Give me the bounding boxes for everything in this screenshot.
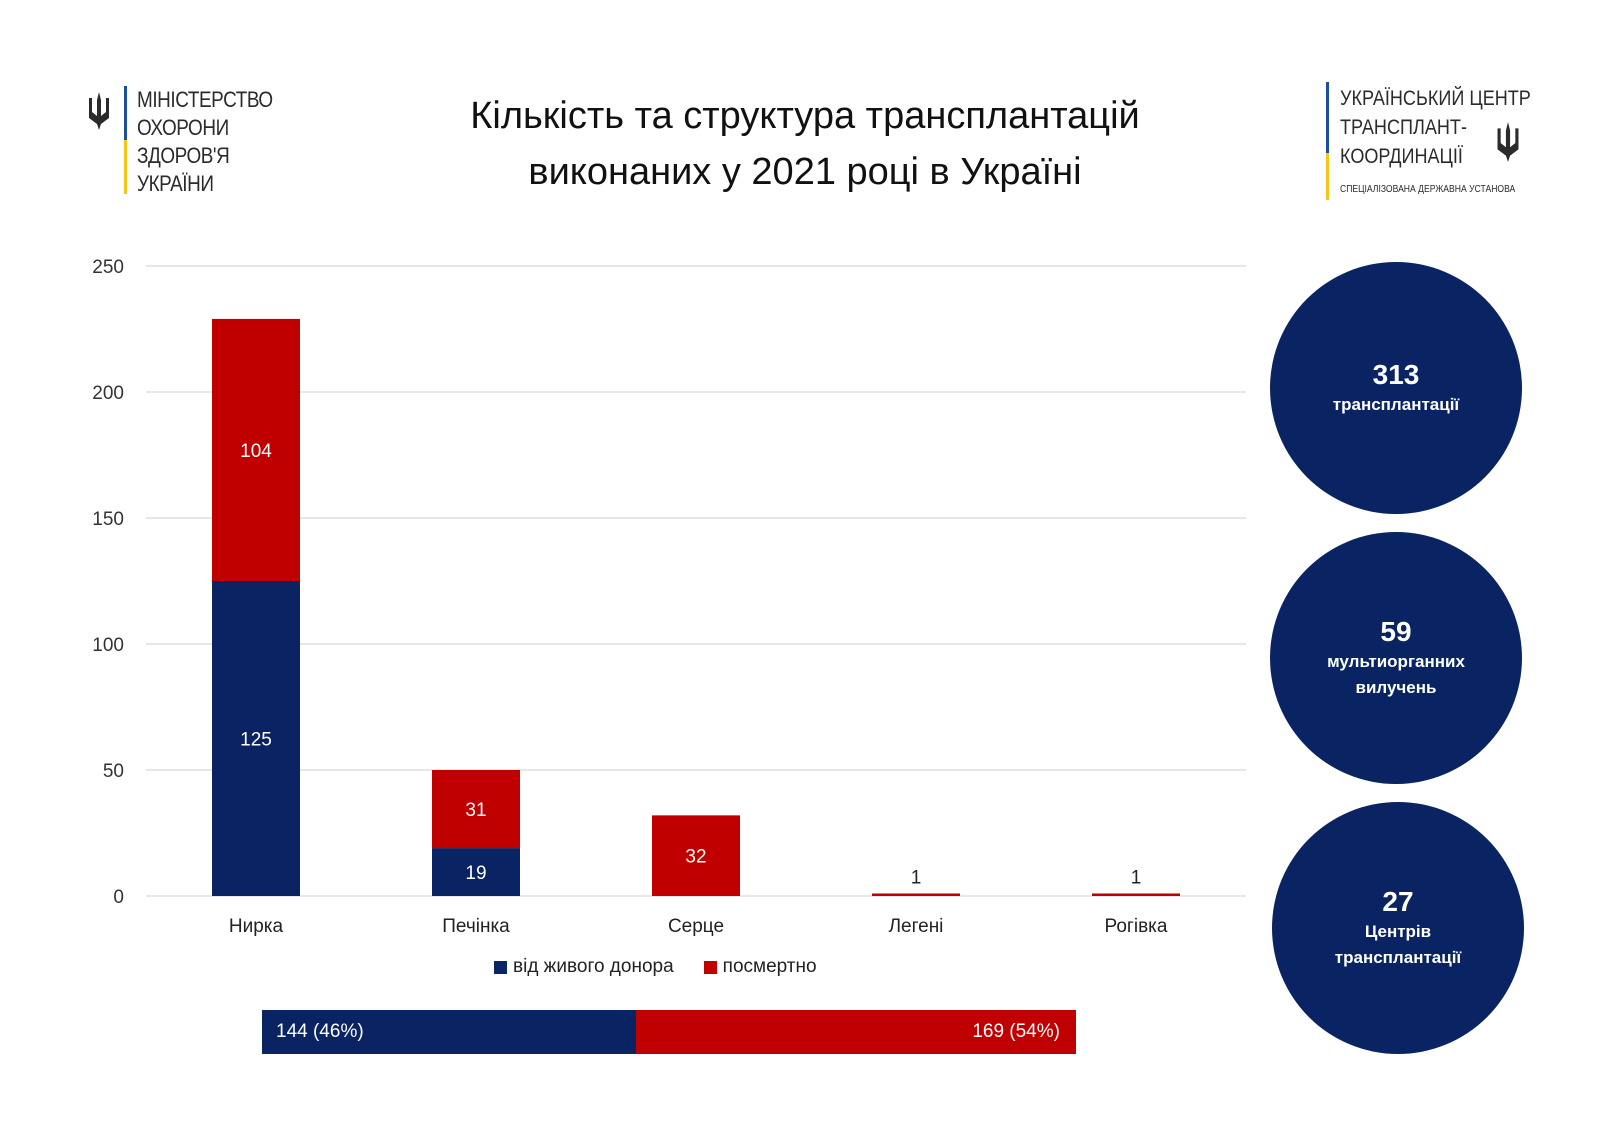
center-line-1: УКРАЇНСЬКИЙ ЦЕНТР [1340,87,1531,110]
y-tick-label: 100 [92,635,124,656]
stat-circle-centers: 27 Центрів трансплантації [1272,802,1524,1054]
center-line-3: КООРДИНАЦІЇ [1340,145,1463,168]
y-tick-label: 0 [113,887,124,908]
chart-legend: від живого донора посмертно [494,956,847,978]
summary-post-segment: 169 (54%) [636,1010,1076,1054]
ministry-line-2: ОХОРОНИ [137,115,229,140]
legend-label-live: від живого донора [513,956,674,977]
stat-number: 59 [1380,616,1412,647]
summary-post-label: 169 (54%) [972,1021,1060,1042]
stat-number: 313 [1372,359,1420,390]
bar-live [432,848,520,896]
y-tick-label: 250 [92,257,124,278]
trident-icon [89,92,109,130]
x-tick-label: Серце [668,916,724,937]
data-label: 31 [465,800,486,821]
legend-swatch-post [703,960,717,974]
title-line-1: Кількість та структура трансплантацій [470,95,1140,137]
page-title: Кількість та структура трансплантацій ви… [380,88,1230,200]
y-tick-label: 200 [92,383,124,404]
bar-post [432,770,520,849]
title-line-2: виконаних у 2021 році в Україні [528,151,1082,193]
bar-post [872,893,960,896]
legend-item-live: від живого донора [494,956,674,978]
legend-label-post: посмертно [722,956,817,977]
ministry-line-1: МІНІСТЕРСТВО [137,87,273,112]
legend-item-post: посмертно [703,956,817,978]
center-line-2: ТРАНСПЛАНТ- [1340,116,1467,139]
summary-bar: 144 (46%) 169 (54%) [262,1010,1076,1054]
stat-circle-transplants: 313 трансплантації [1270,262,1522,514]
ministry-line-4: УКРАЇНИ [137,171,214,196]
stat-label: Центрів трансплантації [1334,922,1462,967]
stat-number: 27 [1382,886,1414,917]
bar-live [212,581,300,896]
bar-post [1092,893,1180,896]
ministry-line-3: ЗДОРОВ'Я [137,143,230,168]
y-tick-label: 150 [92,509,124,530]
data-label: 1 [1131,867,1142,888]
x-tick-label: Печінка [442,916,510,937]
ministry-logo: МІНІСТЕРСТВО ОХОРОНИ ЗДОРОВ'Я УКРАЇНИ [86,86,295,198]
data-label: 104 [240,441,272,462]
stat-circle-retrievals: 59 мультиорганних вилучень [1270,532,1522,784]
bar-chart: 0 50 100 150 200 250 125 104 Нирка 19 31 Печінка 32 С… [92,257,1246,937]
data-label: 19 [465,863,486,884]
trident-icon [1497,122,1519,162]
data-label: 125 [240,730,272,751]
data-label: 1 [911,867,922,888]
legend-swatch-live [494,960,507,974]
bar-post [212,318,300,581]
bar-post [652,815,740,896]
center-logo-bar [1326,82,1329,200]
y-tick-label: 50 [103,761,124,782]
x-tick-label: Легені [889,916,944,937]
x-tick-label: Нирка [229,916,284,937]
data-label: 32 [685,847,706,868]
summary-live-label: 144 (46%) [276,1021,364,1042]
ministry-logo-bar [124,86,127,194]
stat-label: мультиорганних вилучень [1327,652,1465,697]
center-subtitle: СПЕЦІАЛІЗОВАНА ДЕРЖАВНА УСТАНОВА [1340,184,1516,195]
summary-live-segment: 144 (46%) [262,1010,637,1054]
x-tick-label: Рогівка [1105,916,1168,937]
stat-label: трансплантації [1332,395,1460,414]
